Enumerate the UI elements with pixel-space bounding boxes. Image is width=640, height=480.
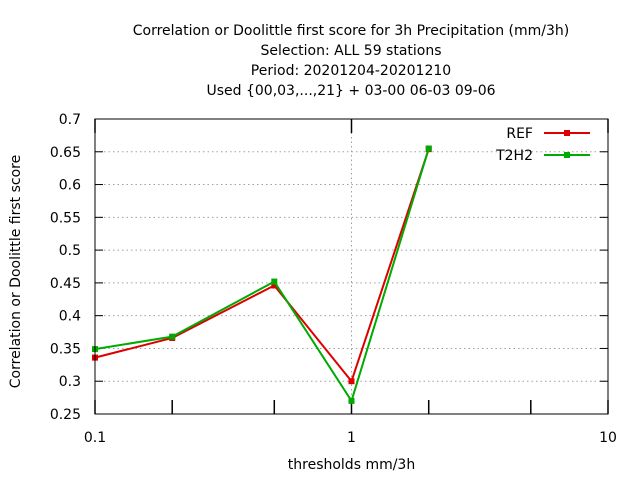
data-point-t2h2 <box>271 278 278 285</box>
y-tick-label: 0.45 <box>50 276 81 292</box>
data-point-ref <box>271 282 278 289</box>
x-axis-label: thresholds mm/3h <box>288 457 415 473</box>
legend-label: REF <box>506 126 533 142</box>
y-tick-label: 0.55 <box>50 210 81 226</box>
y-tick-label: 0.4 <box>59 309 81 325</box>
series-line-ref <box>94 148 430 384</box>
x-tick-label: 0.1 <box>84 430 106 446</box>
y-tick-label: 0.3 <box>59 374 81 390</box>
y-axis-label: Correlation or Doolittle first score <box>8 155 24 388</box>
data-point-t2h2 <box>169 333 176 340</box>
legend-swatch-marker <box>564 152 570 158</box>
title-line: Period: 20201204-20201210 <box>251 63 451 79</box>
data-point-ref <box>348 378 355 385</box>
chart-title: Correlation or Doolittle first score for… <box>133 23 570 99</box>
axis-ticks: 0.25 0.3 0.35 0.4 0.45 0.5 0.55 0.6 0.65 0.7 0.1 1 1… <box>50 112 617 446</box>
title-line: Selection: ALL 59 stations <box>260 43 441 59</box>
legend-label: T2H2 <box>495 148 533 164</box>
series-line-t2h2 <box>94 148 430 404</box>
y-tick-label: 0.5 <box>59 243 81 259</box>
x-tick-label: 10 <box>599 430 617 446</box>
plot-frame <box>94 118 609 415</box>
y-tick-label: 0.65 <box>50 145 81 161</box>
y-tick-label: 0.7 <box>59 112 81 128</box>
x-tick-label: 1 <box>347 430 356 446</box>
y-tick-label: 0.6 <box>59 178 81 194</box>
data-point-t2h2 <box>348 397 355 404</box>
title-line: Used {00,03,...,21} + 03-00 06-03 09-06 <box>206 83 495 99</box>
y-tick-label: 0.25 <box>50 407 81 423</box>
grid-lines <box>95 119 608 414</box>
series-group <box>92 145 432 404</box>
legend: REF T2H2 <box>495 126 590 164</box>
legend-swatch-marker <box>564 130 570 136</box>
y-tick-label: 0.35 <box>50 341 81 357</box>
title-line: Correlation or Doolittle first score for… <box>133 23 570 39</box>
data-point-t2h2 <box>425 145 432 152</box>
